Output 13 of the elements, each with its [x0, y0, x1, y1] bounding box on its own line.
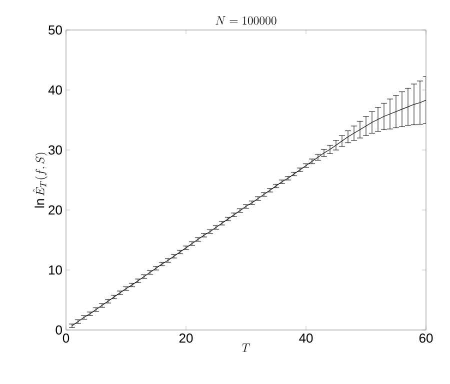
y-tick-label: 10 [48, 265, 62, 275]
chart-title: $N = 100000$ [216, 16, 276, 25]
x-axis-title: $T$ [242, 344, 250, 352]
y-tick-label: 0 [56, 325, 62, 335]
y-axis-title: $\ln \hat{E}_T(f,S)$ [32, 152, 48, 208]
x-tick-label: 0 [62, 334, 70, 343]
x-tick-label: 40 [299, 334, 313, 343]
y-tick-label: 50 [48, 25, 62, 35]
x-tick-label: 60 [419, 334, 433, 343]
y-tick-label: 30 [48, 145, 62, 155]
y-tick-label: 20 [48, 205, 62, 215]
x-tick-label: 20 [179, 334, 193, 343]
y-tick-label: 40 [48, 85, 62, 95]
